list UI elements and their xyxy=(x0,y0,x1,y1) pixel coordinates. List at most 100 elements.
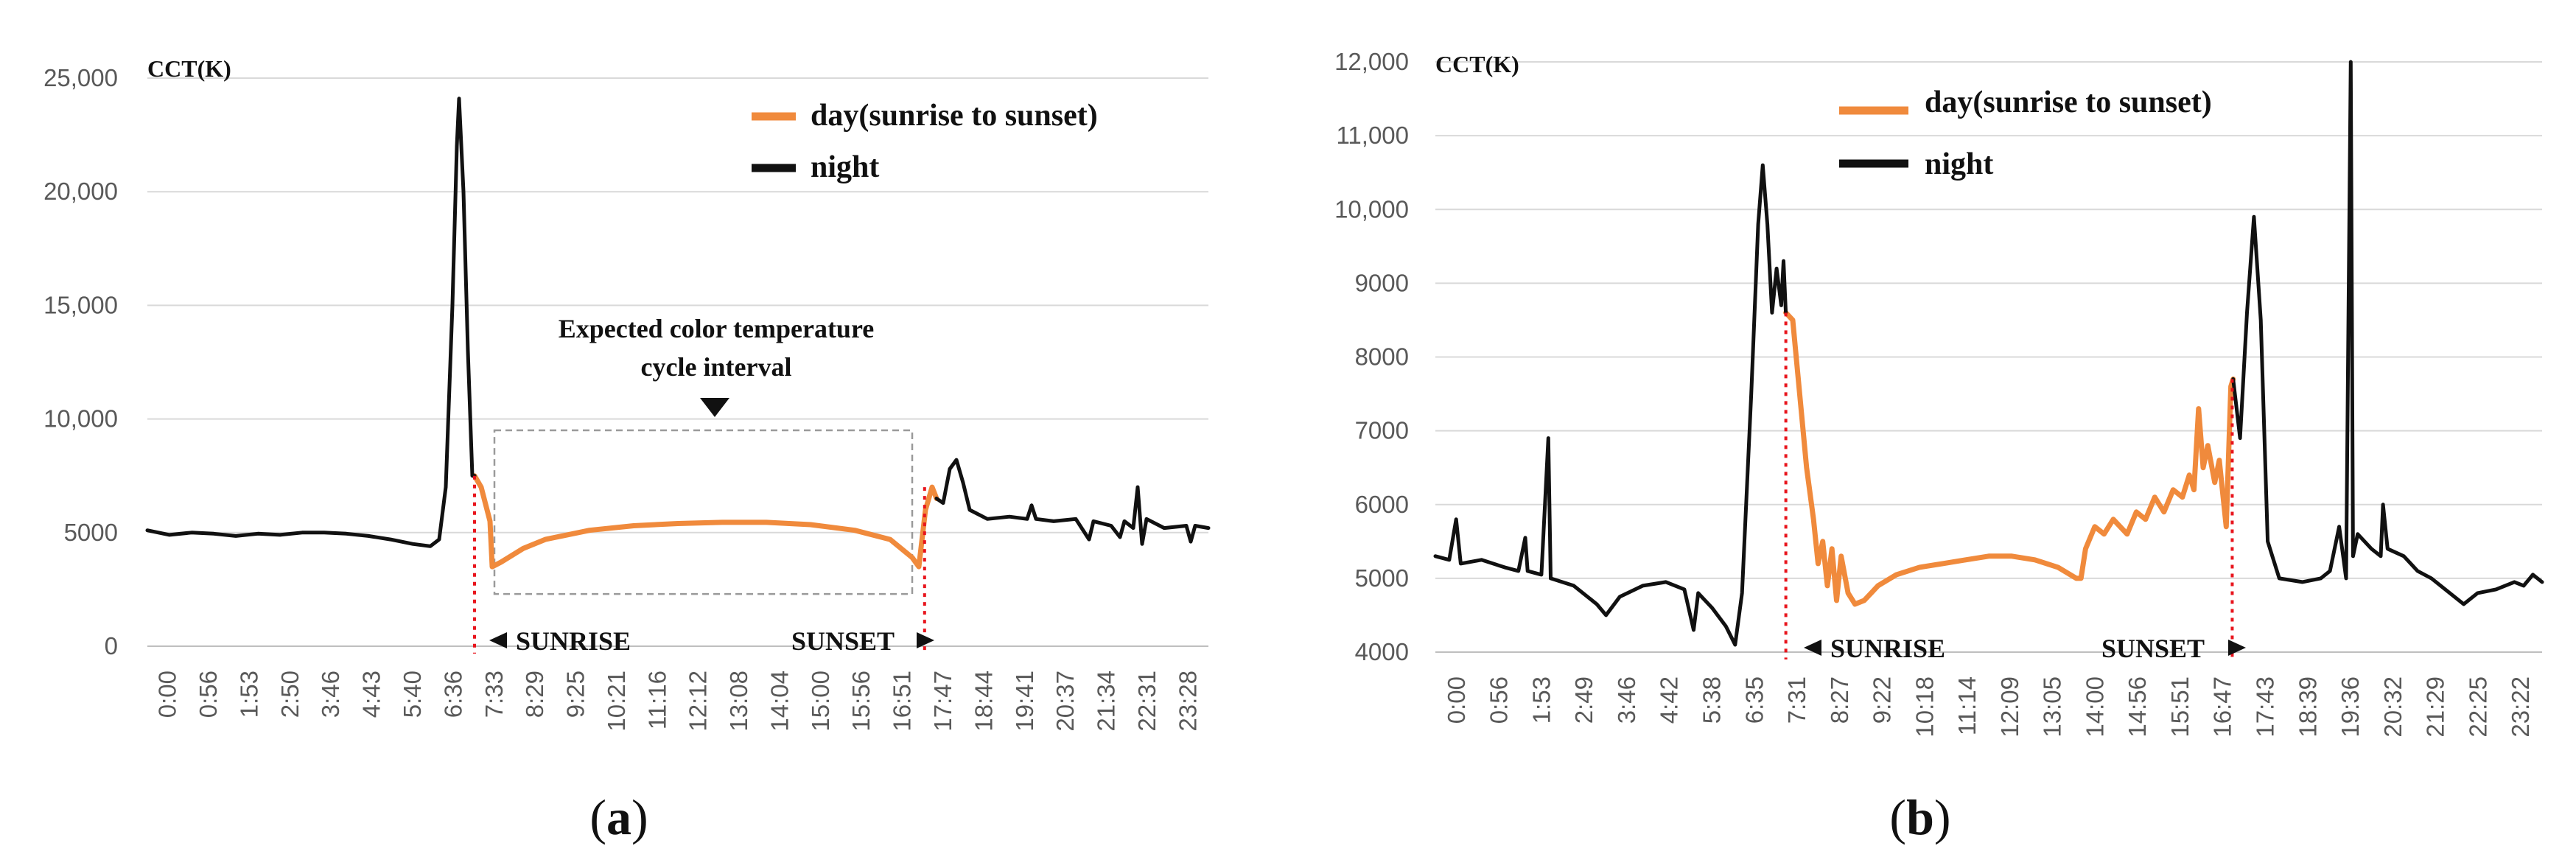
x-tick-label-a-14: 13:08 xyxy=(725,671,752,732)
y-tick-label-b-2: 6000 xyxy=(1355,491,1409,518)
sunrise-arrow-a xyxy=(489,632,507,648)
x-tick-label-b-22: 20:32 xyxy=(2379,676,2407,738)
series-line-b-2 xyxy=(2231,60,2544,606)
y-ticks-b: 4000 5000 6000 7000 8000 9000 10,000 11,000 12,0… xyxy=(1334,48,1409,665)
panel-label-b: (b) xyxy=(1889,789,1950,845)
panel-label-a: (a) xyxy=(589,789,648,845)
sunset-arrow-b xyxy=(2228,640,2246,656)
y-axis-label-b: CCT(K) xyxy=(1435,51,1519,77)
x-tick-label-b-16: 14:56 xyxy=(2124,676,2151,738)
y-tick-label-b-8: 12,000 xyxy=(1334,48,1409,75)
y-tick-label-b-6: 10,000 xyxy=(1334,195,1409,223)
series-b xyxy=(1433,60,2544,647)
markers-a xyxy=(473,475,926,654)
x-tick-label-b-14: 13:05 xyxy=(2039,676,2066,738)
markers-b xyxy=(1784,312,2234,659)
x-ticks-a: 0:00 0:56 1:53 2:50 3:46 4:43 5:40 6:36 7:33 8:29… xyxy=(154,671,1202,732)
y-axis-label-a: CCT(K) xyxy=(147,55,231,82)
y-ticks-a: 0 5000 10,000 15,000 20,000 25,000 xyxy=(43,64,118,659)
y-tick-label-a-2: 10,000 xyxy=(43,405,118,433)
x-tick-label-b-7: 6:35 xyxy=(1740,676,1768,724)
y-tick-label-b-4: 8000 xyxy=(1355,343,1409,371)
x-tick-label-b-23: 21:29 xyxy=(2422,676,2449,738)
x-tick-label-a-21: 19:41 xyxy=(1011,671,1038,732)
x-tick-label-a-17: 15:56 xyxy=(847,671,875,732)
x-tick-label-a-25: 23:28 xyxy=(1174,671,1201,732)
legend-label-day-a: day(sunrise to sunset) xyxy=(811,99,1098,133)
x-tick-label-a-6: 5:40 xyxy=(399,671,426,718)
y-tick-label-a-4: 20,000 xyxy=(43,178,118,205)
x-tick-label-b-13: 12:09 xyxy=(1996,676,2023,738)
cycle-interval-label-line1: Expected color temperature xyxy=(559,314,875,343)
x-tick-label-a-10: 9:25 xyxy=(562,671,589,718)
x-tick-label-a-9: 8:29 xyxy=(521,671,548,718)
series-line-a-0 xyxy=(472,473,939,570)
x-tick-label-a-1: 0:56 xyxy=(195,671,222,718)
x-tick-label-b-19: 17:43 xyxy=(2252,676,2279,738)
x-tick-label-a-22: 20:37 xyxy=(1051,671,1079,732)
series-line-a-2 xyxy=(934,458,1211,546)
x-tick-label-a-12: 11:16 xyxy=(643,671,671,729)
x-tick-label-a-11: 10:21 xyxy=(603,671,630,732)
series-line-b-1 xyxy=(1433,163,1788,647)
x-tick-label-a-24: 22:31 xyxy=(1133,671,1161,732)
x-tick-label-b-1: 0:56 xyxy=(1485,676,1513,724)
y-tick-label-a-5: 25,000 xyxy=(43,64,118,91)
y-tick-label-a-3: 15,000 xyxy=(43,291,118,318)
y-tick-label-b-1: 5000 xyxy=(1355,564,1409,592)
sunrise-label-b: SUNRISE xyxy=(1830,634,1945,663)
sunrise-arrow-b xyxy=(1804,640,1821,656)
x-tick-label-b-12: 11:14 xyxy=(1953,676,1981,735)
x-tick-label-b-15: 14:00 xyxy=(2081,676,2108,738)
y-tick-label-b-3: 7000 xyxy=(1355,417,1409,444)
x-tick-label-b-10: 9:22 xyxy=(1869,676,1896,724)
x-tick-label-a-23: 21:34 xyxy=(1093,671,1120,732)
series-a xyxy=(145,97,1211,570)
sunset-arrow-a xyxy=(917,632,934,648)
x-tick-label-a-18: 16:51 xyxy=(889,671,916,732)
x-tick-label-a-20: 18:44 xyxy=(970,671,997,732)
x-tick-label-a-13: 12:12 xyxy=(685,671,712,732)
x-tick-label-a-4: 3:46 xyxy=(317,671,344,718)
y-tick-label-b-7: 11,000 xyxy=(1337,122,1409,149)
x-tick-label-a-19: 17:47 xyxy=(929,671,956,732)
y-tick-label-a-1: 5000 xyxy=(64,519,118,546)
x-tick-label-b-11: 10:18 xyxy=(1911,676,1938,738)
y-tick-label-a-0: 0 xyxy=(105,632,118,659)
y-tick-label-b-5: 9000 xyxy=(1355,269,1409,296)
x-ticks-b: 0:00 0:56 1:53 2:49 3:46 4:42 5:38 6:35 7:31 8:27… xyxy=(1443,676,2534,738)
x-tick-label-b-17: 15:51 xyxy=(2166,676,2194,738)
x-tick-label-a-8: 7:33 xyxy=(480,671,508,718)
x-tick-label-b-6: 5:38 xyxy=(1698,676,1726,724)
x-tick-label-b-8: 7:31 xyxy=(1783,676,1810,724)
x-tick-label-b-25: 23:22 xyxy=(2507,676,2534,738)
cycle-interval-box-a xyxy=(493,429,914,595)
x-tick-label-b-5: 4:42 xyxy=(1656,676,1683,724)
x-tick-label-b-20: 18:39 xyxy=(2294,676,2321,738)
sunrise-label-a: SUNRISE xyxy=(516,626,631,656)
x-tick-label-a-0: 0:00 xyxy=(154,671,181,718)
chart-panel-a: 0 5000 10,000 15,000 20,000 25,000 0:00 0:56 1:… xyxy=(43,55,1211,845)
x-tick-label-b-4: 3:46 xyxy=(1613,676,1640,724)
sunset-label-a: SUNSET xyxy=(791,626,895,656)
y-tick-label-b-0: 4000 xyxy=(1355,638,1409,665)
chart-panel-b: 4000 5000 6000 7000 8000 9000 10,000 11,000 12,0… xyxy=(1334,48,2544,845)
x-tick-label-b-0: 0:00 xyxy=(1443,676,1470,724)
x-tick-label-a-15: 14:04 xyxy=(766,671,793,732)
x-tick-label-a-2: 1:53 xyxy=(235,671,262,718)
x-tick-label-a-3: 2:50 xyxy=(276,671,304,718)
x-tick-label-b-3: 2:49 xyxy=(1570,676,1597,724)
sunset-label-b: SUNSET xyxy=(2101,634,2205,663)
legend-label-night-b: night xyxy=(1925,147,1993,181)
grid-b xyxy=(1435,61,2542,653)
x-tick-label-b-21: 19:36 xyxy=(2337,676,2364,738)
x-tick-label-b-9: 8:27 xyxy=(1826,676,1853,724)
series-line-b-0 xyxy=(1783,309,2236,607)
x-tick-label-b-18: 16:47 xyxy=(2209,676,2236,738)
cycle-interval-box xyxy=(493,429,914,595)
series-line-a-1 xyxy=(145,97,477,548)
legend-label-day-b: day(sunrise to sunset) xyxy=(1925,85,2212,119)
x-tick-label-b-2: 1:53 xyxy=(1527,676,1555,724)
x-tick-label-a-16: 15:00 xyxy=(807,671,834,732)
